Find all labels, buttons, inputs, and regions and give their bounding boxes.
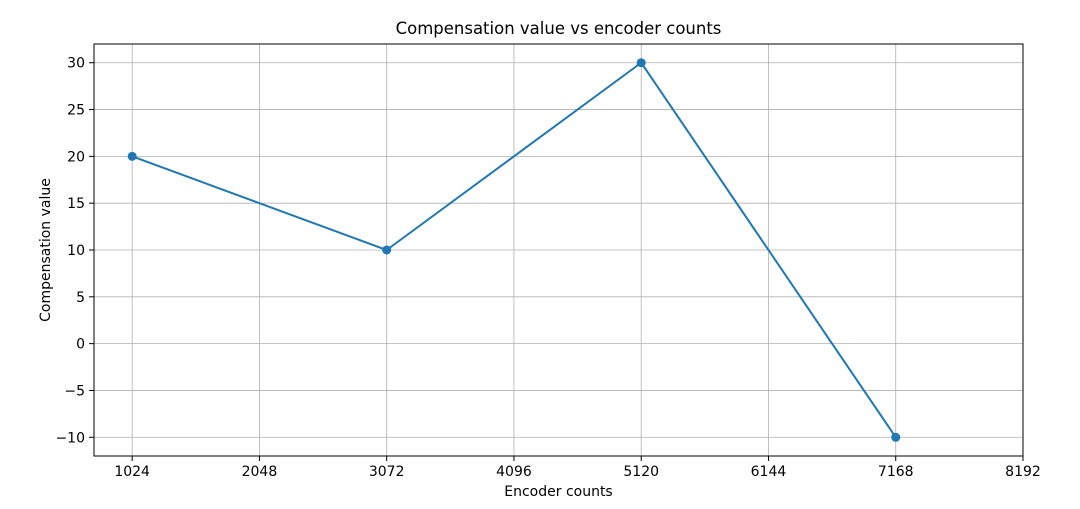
y-tick-label: 25 — [67, 103, 85, 119]
y-tick-label: 15 — [67, 196, 85, 212]
series-line — [131, 61, 897, 439]
y-tick-label: −10 — [55, 430, 85, 446]
x-tick-label: 3072 — [369, 464, 405, 480]
data-point-marker — [127, 151, 137, 161]
y-tick-label: 0 — [76, 337, 85, 353]
y-axis-label: Compensation value — [38, 178, 54, 322]
chart-title: Compensation value vs encoder counts — [396, 19, 722, 38]
grid-lines — [94, 44, 1024, 456]
y-tick-label: 10 — [67, 243, 85, 259]
data-point-marker — [636, 58, 646, 68]
x-tick-label: 2048 — [242, 464, 278, 480]
y-tick-label: 5 — [76, 290, 85, 306]
x-tick-label: 7168 — [878, 464, 914, 480]
x-tick-label: 8192 — [1005, 464, 1041, 480]
x-tick-label: 4096 — [496, 464, 532, 480]
data-point-marker — [891, 432, 901, 442]
y-tick-label: −5 — [64, 383, 85, 399]
data-point-marker — [382, 245, 392, 255]
x-tick-label: 1024 — [114, 464, 150, 480]
x-axis-label: Encoder counts — [504, 484, 612, 500]
x-tick-label: 5120 — [623, 464, 659, 480]
axis-ticks: 1024 2048 3072 4096 5120 6144 7168 8192 −10 −5 0 5 1… — [55, 56, 1040, 480]
data-series — [127, 58, 901, 442]
x-tick-label: 6144 — [751, 464, 787, 480]
y-tick-label: 30 — [67, 56, 85, 72]
y-tick-label: 20 — [67, 149, 85, 165]
